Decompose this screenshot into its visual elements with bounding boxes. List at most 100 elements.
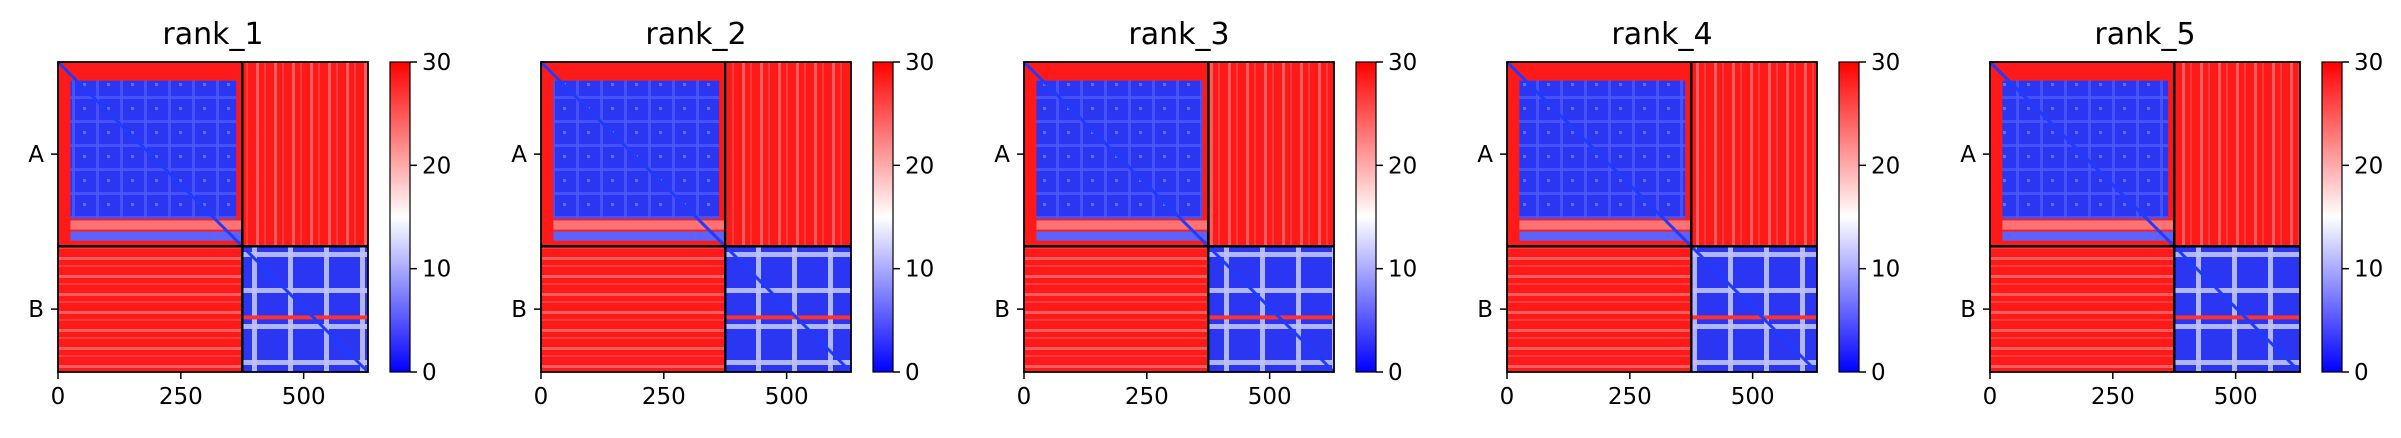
x-tick-label: 0 (51, 384, 66, 410)
y-tick-label-B: B (511, 297, 527, 323)
axes-frame (1506, 61, 1818, 373)
heatmap-block-A-B (1208, 62, 1334, 247)
colorbar (1839, 62, 1859, 372)
heatmap-block-A-A-edge (70, 231, 246, 241)
heatmap-block-B-B-band (242, 315, 368, 320)
heatmap-block-A-A-edge (2002, 231, 2178, 241)
heatmap-block-B-B-band (1208, 315, 1334, 320)
colorbar-frame (872, 61, 894, 373)
colorbar-tick-label: 30 (422, 50, 451, 76)
y-tick-label-B: B (994, 297, 1010, 323)
panel-title: rank_4 (1611, 17, 1712, 52)
axes-frame (1989, 61, 2301, 373)
colorbar-tick-label: 30 (2354, 50, 2383, 76)
colorbar-tick-label: 30 (905, 50, 934, 76)
panel-title: rank_1 (162, 17, 263, 52)
colorbar (390, 62, 410, 372)
x-tick-label: 500 (2214, 384, 2258, 410)
heatmap-diagonal (1988, 60, 2302, 374)
colorbar-tick-label: 0 (1388, 360, 1403, 386)
x-tick-label: 0 (1983, 384, 1998, 410)
heatmap-block-A-A-edge (1519, 231, 1695, 241)
heatmap-block-B-A (58, 246, 243, 372)
heatmap-block-B-B-band (2174, 315, 2300, 320)
colorbar-tick-label: 20 (1388, 153, 1417, 179)
colorbar (2322, 62, 2342, 372)
y-tick-label-B: B (1477, 297, 1493, 323)
x-tick-label: 250 (1125, 384, 1169, 410)
colorbar (873, 62, 893, 372)
colorbar-tick-label: 10 (2354, 257, 2383, 283)
colorbar-tick-label: 0 (905, 360, 920, 386)
panel-rank_3: rank_3 0 250 500 A B 0 10 20 30 (994, 17, 1417, 410)
colorbar-tick-label: 0 (1871, 360, 1886, 386)
heatmap-block-B-A (1024, 246, 1209, 372)
y-tick-label-A: A (28, 142, 44, 168)
heatmap-block-A-B (2174, 62, 2300, 247)
colorbar-tick-label: 0 (2354, 360, 2369, 386)
heatmap-block-B-A (541, 246, 726, 372)
x-tick-label: 250 (159, 384, 203, 410)
heatmap-diagonal (1505, 60, 1819, 374)
heatmap-block-B-B-band (725, 315, 851, 320)
x-tick-label: 250 (2091, 384, 2135, 410)
colorbar-tick-label: 10 (1871, 257, 1900, 283)
colorbar-frame (389, 61, 411, 373)
panel-rank_2: rank_2 0 250 500 A B 0 10 20 30 (511, 17, 934, 410)
x-tick-label: 0 (1500, 384, 1515, 410)
heatmap-diagonal (56, 60, 370, 374)
colorbar (1356, 62, 1376, 372)
y-tick-label-A: A (1477, 142, 1493, 168)
heatmap-block-B-A (1507, 246, 1692, 372)
axes-frame (1023, 61, 1335, 373)
panel-title: rank_3 (1128, 17, 1229, 52)
heatmap-block-A-B (725, 62, 851, 247)
colorbar-tick-label: 10 (905, 257, 934, 283)
y-tick-label-B: B (1960, 297, 1976, 323)
heatmap-block-A-A-edge (553, 231, 729, 241)
x-tick-label: 250 (642, 384, 686, 410)
panels: rank_1 0 250 500 A B 0 10 20 30 rank_2 0 250 500 A B 0 10… (28, 17, 2383, 410)
heatmap-block-A-A-edge (1036, 231, 1212, 241)
panel-rank_1: rank_1 0 250 500 A B 0 10 20 30 (28, 17, 451, 410)
colorbar-tick-label: 20 (905, 153, 934, 179)
axes-frame (540, 61, 852, 373)
heatmap-block-A-A-band (2002, 220, 2178, 230)
colorbar-tick-label: 20 (2354, 153, 2383, 179)
panel-rank_4: rank_4 0 250 500 A B 0 10 20 30 (1477, 17, 1900, 410)
heatmap-block-A-A-band (1519, 220, 1695, 230)
heatmap-diagonal (1022, 60, 1336, 374)
colorbar-frame (1355, 61, 1377, 373)
panel-rank_5: rank_5 0 250 500 A B 0 10 20 30 (1960, 17, 2383, 410)
x-tick-label: 0 (534, 384, 549, 410)
colorbar-frame (2321, 61, 2343, 373)
heatmap-block-A-B (242, 62, 368, 247)
colorbar-tick-label: 30 (1871, 50, 1900, 76)
x-tick-label: 500 (765, 384, 809, 410)
x-tick-label: 500 (1248, 384, 1292, 410)
heatmap-block-A-A-band (1036, 220, 1212, 230)
x-tick-label: 500 (1731, 384, 1775, 410)
heatmap-block-B-B-band (1691, 315, 1817, 320)
colorbar-tick-label: 10 (1388, 257, 1417, 283)
x-tick-label: 500 (282, 384, 326, 410)
heatmap-block-B-A (1990, 246, 2175, 372)
heatmap-block-A-B (1691, 62, 1817, 247)
colorbar-tick-label: 20 (1871, 153, 1900, 179)
y-tick-label-A: A (1960, 142, 1976, 168)
x-tick-label: 250 (1608, 384, 1652, 410)
panel-title: rank_5 (2094, 17, 2195, 52)
y-tick-label-B: B (28, 297, 44, 323)
colorbar-tick-label: 20 (422, 153, 451, 179)
x-tick-label: 0 (1017, 384, 1032, 410)
colorbar-tick-label: 10 (422, 257, 451, 283)
axes-frame (57, 61, 369, 373)
panel-title: rank_2 (645, 17, 746, 52)
heatmap-block-A-A-band (70, 220, 246, 230)
y-tick-label-A: A (511, 142, 527, 168)
heatmap-block-A-A-band (553, 220, 729, 230)
colorbar-frame (1838, 61, 1860, 373)
heatmap-diagonal (539, 60, 853, 374)
colorbar-tick-label: 30 (1388, 50, 1417, 76)
